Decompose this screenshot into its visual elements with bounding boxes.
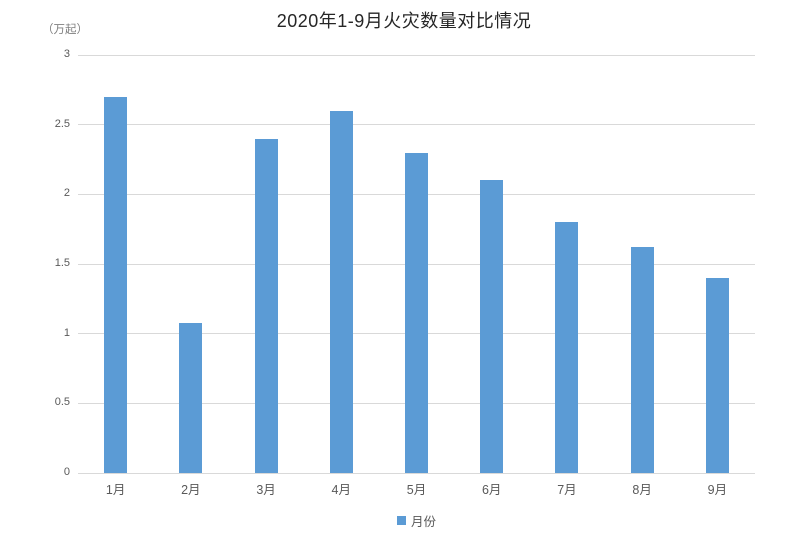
bar-2月 <box>179 322 203 473</box>
legend-label: 月份 <box>410 515 436 529</box>
bar-4月 <box>329 110 353 473</box>
x-axis-tick-label: 5月 <box>406 483 427 497</box>
y-axis-tick-label: 3 <box>63 48 70 60</box>
bar-5月 <box>405 152 428 473</box>
x-axis-tick-label: 9月 <box>707 483 728 497</box>
bar-7月 <box>555 222 579 473</box>
gridline <box>78 54 755 56</box>
y-axis-tick-label: 2 <box>63 187 70 200</box>
x-axis-tick-label: 6月 <box>481 483 502 497</box>
x-axis-tick-label: 7月 <box>557 483 577 497</box>
chart-title: 2020年1-9月火灾数量对比情况 <box>276 11 532 31</box>
x-axis-tick-label: 8月 <box>632 483 652 497</box>
bar-1月 <box>104 96 128 473</box>
bar-8月 <box>630 247 654 473</box>
y-axis-tick-label: 0.5 <box>54 396 70 409</box>
gridline <box>78 472 755 474</box>
legend: 月份 <box>78 511 755 530</box>
y-axis-unit-label: （万起） <box>42 24 88 36</box>
y-axis-tick-label: 1.5 <box>54 257 70 269</box>
gridline <box>78 124 755 126</box>
y-axis-tick-label: 0 <box>63 466 70 478</box>
y-axis-tick-label: 1 <box>63 326 70 339</box>
bar-9月 <box>705 277 729 473</box>
x-axis-tick-label: 1月 <box>105 483 126 497</box>
plot-area <box>78 54 755 474</box>
bar-3月 <box>254 138 278 473</box>
legend-swatch-icon <box>396 516 406 525</box>
bar-6月 <box>480 180 504 473</box>
x-axis-tick-label: 2月 <box>181 483 201 497</box>
x-axis-tick-label: 4月 <box>331 483 351 497</box>
x-axis-tick-label: 3月 <box>256 483 276 497</box>
y-axis-tick-label: 2.5 <box>54 117 70 130</box>
